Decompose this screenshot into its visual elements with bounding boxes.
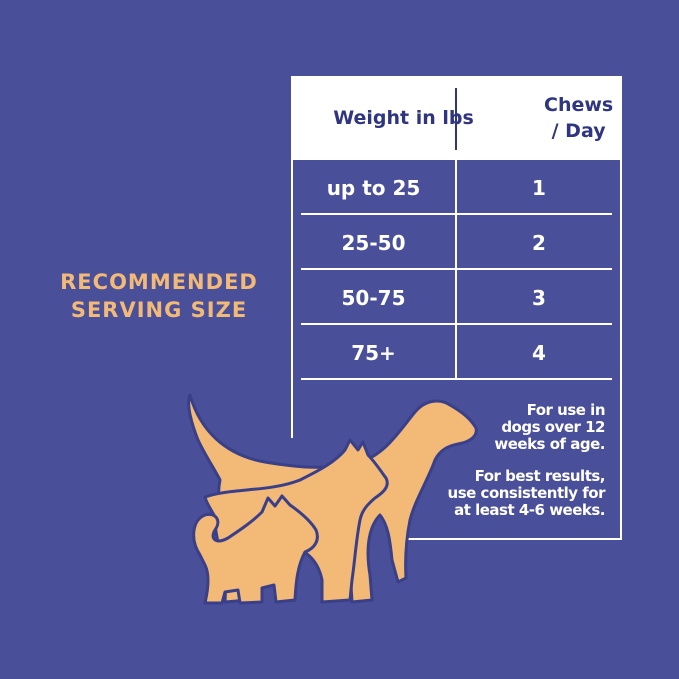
age-note: For use in dogs over 12 weeks of age. — [494, 402, 605, 453]
frame-left-line — [291, 76, 293, 438]
results-note: For best results, use consistently for a… — [447, 467, 606, 519]
note-line: dogs over 12 — [501, 418, 605, 436]
column-divider — [455, 160, 457, 380]
header-chews: Chews / Day — [544, 94, 614, 142]
weight-cell: 75+ — [351, 340, 396, 365]
header-divider — [455, 88, 457, 150]
weight-cell: 25-50 — [341, 230, 406, 255]
title-line-1: RECOMMENDED — [60, 270, 258, 294]
recommended-serving-size-title: RECOMMENDED SERVING SIZE — [40, 268, 278, 324]
frame-bottom-line — [404, 538, 622, 540]
table-body: up to 25 1 25-50 2 50-75 3 75+ 4 — [291, 160, 622, 380]
chews-cell: 3 — [532, 285, 546, 310]
note-line: For best results, — [474, 467, 606, 485]
header-weight: Weight in lbs — [333, 107, 474, 129]
title-line-2: SERVING SIZE — [70, 298, 248, 322]
chews-cell: 4 — [532, 340, 546, 365]
note-line: For use in — [526, 401, 606, 419]
chews-cell: 1 — [532, 175, 546, 200]
note-line: weeks of age. — [494, 435, 605, 453]
note-line: at least 4-6 weeks. — [454, 501, 605, 519]
chews-cell: 2 — [532, 230, 546, 255]
note-line: use consistently for — [447, 484, 606, 502]
small-dog-icon — [192, 494, 319, 605]
weight-cell: 50-75 — [341, 285, 406, 310]
weight-cell: up to 25 — [326, 175, 421, 200]
